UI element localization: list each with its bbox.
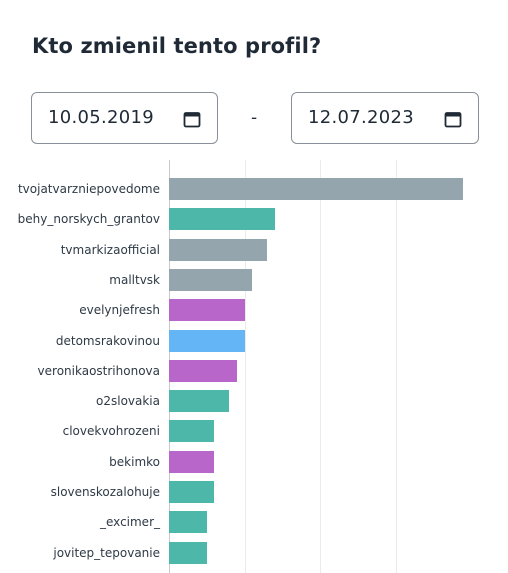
date-range-separator: - <box>251 108 258 128</box>
calendar-icon[interactable] <box>183 110 201 128</box>
date-from-value: 10.05.2019 <box>48 107 155 128</box>
bar[interactable] <box>169 420 215 443</box>
calendar-icon[interactable] <box>444 110 462 128</box>
bar[interactable] <box>169 299 245 322</box>
bar-label: slovenskozalohuje <box>50 485 160 499</box>
bar[interactable] <box>169 178 464 200</box>
gridline <box>395 160 397 573</box>
profile-editors-bar-chart: tvojatvarzniepovedome behy_norskych_grant… <box>0 160 508 573</box>
bar-label: veronikaostrihonova <box>37 363 160 378</box>
bar-label: behy_norskych_grantov <box>17 212 160 227</box>
bar-label: malltvsk <box>109 272 160 287</box>
date-to-input[interactable]: 12.07.2023 <box>291 92 479 144</box>
bar[interactable] <box>169 450 215 473</box>
bar[interactable] <box>169 359 237 382</box>
bar-label: evelynjefresh <box>79 303 160 318</box>
bar[interactable] <box>169 329 245 352</box>
gridline <box>244 160 246 573</box>
bar[interactable] <box>169 238 268 261</box>
bar-label: o2slovakia <box>96 394 160 409</box>
gridline <box>320 160 321 573</box>
bar-label: tvmarkizaofficial <box>60 242 160 257</box>
date-from-input[interactable]: 10.05.2019 <box>31 92 218 144</box>
bar-label: clovekvohrozeni <box>62 424 160 439</box>
date-to-value: 12.07.2023 <box>308 107 415 128</box>
bar[interactable] <box>169 481 215 503</box>
bar-label: _excimer_ <box>100 515 160 530</box>
bar[interactable] <box>169 268 253 291</box>
bar[interactable] <box>169 511 207 534</box>
bar[interactable] <box>169 390 230 413</box>
bar[interactable] <box>169 208 275 231</box>
bar-label: bekimko <box>109 454 160 469</box>
bar-label: jovitep_tepovanie <box>53 545 160 560</box>
bar[interactable] <box>169 541 207 564</box>
bar-label: tvojatvarzniepovedome <box>17 182 160 196</box>
bar-label: detomsrakovinou <box>55 333 160 348</box>
page-title: Kto zmienil tento profil? <box>32 34 322 58</box>
